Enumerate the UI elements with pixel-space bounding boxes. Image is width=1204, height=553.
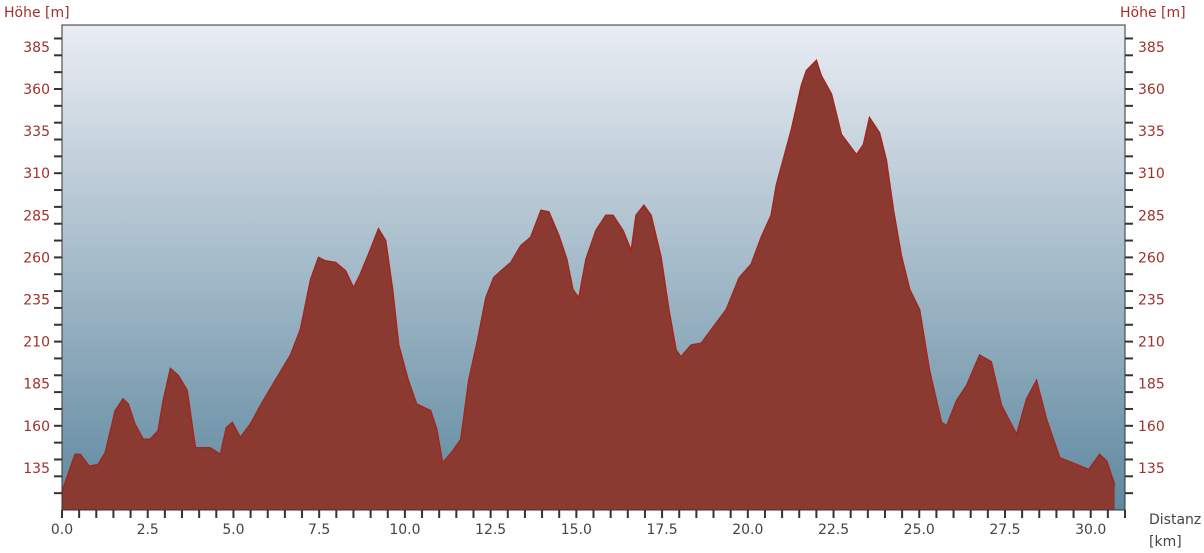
x-tick-label: 12.5 (475, 522, 506, 538)
y-tick-label-right: 285 (1138, 208, 1165, 224)
y-tick-label-right: 310 (1138, 166, 1165, 182)
x-tick-label: 30.0 (1075, 522, 1106, 538)
x-tick-label: 0.0 (51, 522, 73, 538)
y-tick-label-left: 210 (23, 335, 50, 351)
x-tick-label: 7.5 (308, 522, 330, 538)
y-tick-label-right: 185 (1138, 377, 1165, 393)
y-tick-label-left: 235 (23, 292, 50, 308)
y-axis-label-right: Höhe [m] (1120, 5, 1186, 21)
x-tick-label: 2.5 (137, 522, 159, 538)
x-axis-unit: [km] (1149, 534, 1182, 549)
y-tick-label-left: 260 (23, 250, 50, 266)
y-axis-label-left: Höhe [m] (4, 5, 70, 21)
y-tick-label-right: 160 (1138, 419, 1165, 435)
x-tick-label: 10.0 (389, 522, 420, 538)
x-tick-label: 25.0 (904, 522, 935, 538)
y-tick-label-right: 260 (1138, 250, 1165, 266)
y-tick-label-right: 385 (1138, 40, 1165, 56)
x-tick-label: 5.0 (222, 522, 244, 538)
elevation-line (61, 58, 1116, 492)
elevation-area (62, 60, 1115, 511)
y-tick-label-right: 135 (1138, 461, 1165, 477)
y-tick-label-right: 335 (1138, 124, 1165, 140)
y-tick-label-left: 335 (23, 124, 50, 140)
x-tick-label: 22.5 (818, 522, 849, 538)
y-tick-label-right: 360 (1138, 82, 1165, 98)
x-tick-label: 15.0 (561, 522, 592, 538)
x-tick-label: 20.0 (732, 522, 763, 538)
y-tick-label-left: 285 (23, 208, 50, 224)
y-tick-label-left: 160 (23, 419, 50, 435)
x-tick-label: 27.5 (989, 522, 1020, 538)
y-tick-label-left: 310 (23, 166, 50, 182)
x-tick-label: 17.5 (646, 522, 677, 538)
y-tick-label-right: 235 (1138, 292, 1165, 308)
y-tick-label-left: 135 (23, 461, 50, 477)
x-axis-label: Distanz (1149, 512, 1201, 528)
y-tick-label-left: 360 (23, 82, 50, 98)
y-tick-label-right: 210 (1138, 335, 1165, 351)
y-tick-label-left: 185 (23, 377, 50, 393)
y-tick-label-left: 385 (23, 40, 50, 56)
